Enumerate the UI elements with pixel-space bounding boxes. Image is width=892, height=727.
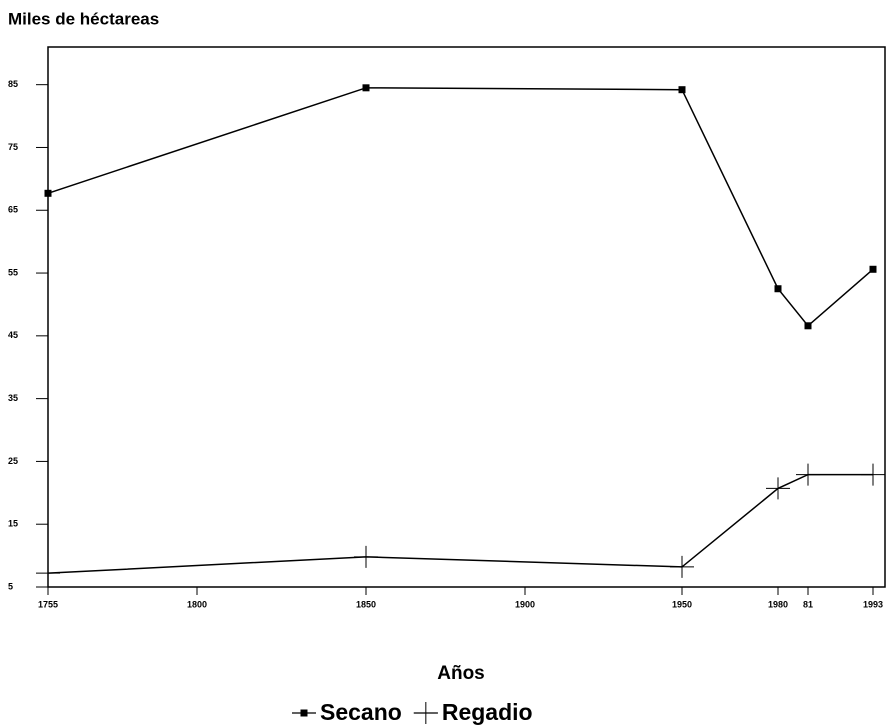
plot-frame bbox=[47, 46, 886, 588]
y-tick-label: 25 bbox=[8, 456, 18, 466]
data-point bbox=[354, 545, 378, 568]
x-axis-title: Años bbox=[437, 663, 485, 684]
x-tick-label: 1850 bbox=[356, 599, 376, 609]
data-point bbox=[362, 84, 370, 92]
data-point bbox=[869, 265, 877, 273]
y-tick-label: 85 bbox=[8, 79, 18, 89]
x-tick-label: 81 bbox=[803, 599, 813, 609]
data-point bbox=[861, 463, 885, 486]
chart-title: Miles de héctareas bbox=[8, 9, 159, 28]
data-point bbox=[678, 86, 686, 94]
x-tick-label: 1980 bbox=[768, 599, 788, 609]
y-tick-label: 35 bbox=[8, 393, 18, 403]
x-tick-label: 1800 bbox=[187, 599, 207, 609]
data-point bbox=[670, 555, 694, 578]
y-tick-label: 45 bbox=[8, 330, 18, 340]
data-point bbox=[804, 322, 812, 330]
data-point bbox=[44, 189, 52, 197]
data-point bbox=[774, 285, 782, 293]
legend-label: Secano bbox=[320, 699, 402, 725]
x-tick-label: 1755 bbox=[38, 599, 58, 609]
x-tick-label: 1950 bbox=[672, 599, 692, 609]
legend-label: Regadio bbox=[442, 699, 533, 725]
x-tick-label: 1993 bbox=[863, 599, 883, 609]
series-line bbox=[47, 87, 874, 327]
data-point bbox=[766, 477, 790, 500]
x-tick-label: 1900 bbox=[515, 599, 535, 609]
y-tick-label: 15 bbox=[8, 519, 18, 529]
series-line bbox=[47, 473, 873, 574]
data-point bbox=[36, 562, 60, 585]
y-tick-label: 65 bbox=[8, 205, 18, 215]
y-tick-label: 55 bbox=[8, 267, 18, 277]
y-tick-label: 75 bbox=[8, 142, 18, 152]
y-tick-label: 5 bbox=[8, 581, 13, 591]
legend-marker bbox=[300, 709, 308, 717]
data-point bbox=[796, 463, 820, 486]
legend-marker bbox=[413, 702, 438, 724]
